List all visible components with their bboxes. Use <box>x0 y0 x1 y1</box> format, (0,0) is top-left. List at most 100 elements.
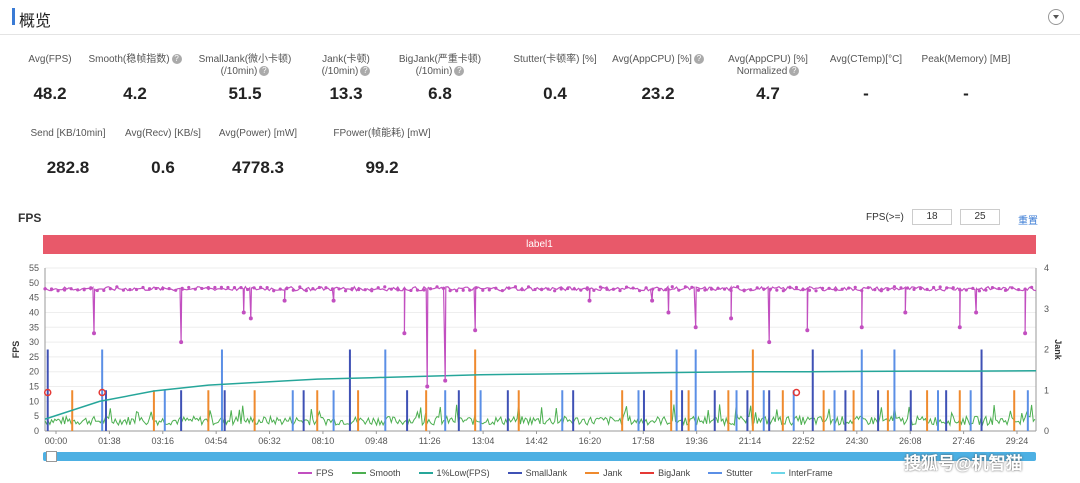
fps-point <box>847 286 851 290</box>
y2-axis-label: Jank <box>1053 339 1063 361</box>
fps-point <box>866 286 870 290</box>
metric-value: 48.2 <box>33 84 67 103</box>
fps-point <box>664 288 668 292</box>
fps-point <box>820 286 825 290</box>
metric-metrics_row1-1: Smooth(稳帧指数)? 4.2 <box>75 54 195 104</box>
fps-point <box>716 286 720 290</box>
legend-item-smalljank[interactable]: SmallJank <box>507 468 567 478</box>
fps-point <box>200 286 204 291</box>
metric-label-line2: (/10min)? <box>185 66 305 78</box>
metric-label: Avg(CTemp)[°C] <box>806 54 926 66</box>
fps-threshold-input-1[interactable]: 18 <box>912 209 952 225</box>
metric-value: 51.5 <box>228 84 262 103</box>
x-tick-label: 03:16 <box>152 436 175 446</box>
legend-item-interframe[interactable]: InterFrame <box>770 468 833 478</box>
legend-item-bigjank[interactable]: BigJank <box>640 468 690 478</box>
fps-point <box>278 287 282 291</box>
fps-point <box>879 289 883 293</box>
legend-swatch <box>585 472 600 474</box>
y2-tick-label: 3 <box>1044 304 1049 314</box>
metric-value: 4778.3 <box>232 158 284 177</box>
help-icon[interactable]: ? <box>259 66 270 77</box>
fps-point <box>187 285 191 290</box>
fps-point <box>520 288 524 292</box>
fps-point <box>304 288 308 293</box>
help-icon[interactable]: ? <box>789 66 800 77</box>
metric-value: 13.3 <box>329 84 363 103</box>
fps-point <box>657 288 661 292</box>
help-icon[interactable]: ? <box>360 66 371 77</box>
metric-metrics_row1-5: Stutter(卡顿率) [%] 0.4 <box>495 54 615 104</box>
fps-point <box>651 287 655 291</box>
fps-point <box>951 286 955 290</box>
fps-point <box>971 286 975 290</box>
legend-label: Smooth <box>369 468 401 478</box>
help-icon[interactable]: ? <box>171 54 182 65</box>
legend-item-fps[interactable]: FPS <box>298 468 334 478</box>
fps-point <box>161 287 165 291</box>
fps-point <box>605 287 609 291</box>
fps-point <box>703 288 707 292</box>
fps-dip-point <box>248 316 253 321</box>
chart-title: FPS <box>18 211 42 225</box>
fps-point <box>167 286 171 291</box>
x-tick-label: 27:46 <box>952 436 975 446</box>
fps-point <box>977 289 981 293</box>
fps-point <box>115 285 119 289</box>
fps-point <box>487 288 491 292</box>
y2-tick-label: 4 <box>1044 263 1049 273</box>
scrollbar-handle[interactable] <box>46 451 57 462</box>
metric-value: 0.4 <box>543 84 567 103</box>
metric-label-text: Avg(Recv) [KB/s] <box>125 128 201 139</box>
help-icon[interactable]: ? <box>454 66 465 77</box>
fps-dip-point <box>650 298 655 303</box>
fps-point <box>370 289 374 293</box>
metric-value: 99.2 <box>365 158 399 177</box>
fps-point <box>121 288 126 292</box>
time-range-scrollbar[interactable] <box>43 452 1036 461</box>
fps-point <box>174 288 178 292</box>
label-bar[interactable]: label1 <box>43 235 1036 254</box>
legend-item-1-low-fps-[interactable]: 1%Low(FPS) <box>418 468 490 478</box>
fps-point <box>932 285 936 290</box>
fps-point <box>696 288 701 292</box>
metric-metrics_row2-2: Avg(Power) [mW] 4778.3 <box>198 128 318 178</box>
fps-point <box>507 286 511 290</box>
metric-value: 6.8 <box>428 84 452 103</box>
metric-label-text: Smooth(稳帧指数) <box>88 54 170 65</box>
fps-point <box>768 287 772 291</box>
fps-point <box>102 288 106 292</box>
fps-point <box>494 286 498 290</box>
fps-point <box>918 287 923 291</box>
fps-point <box>945 286 949 290</box>
fps-point <box>683 285 687 289</box>
fps-point <box>265 286 269 290</box>
y-tick-label: 15 <box>29 382 39 392</box>
metric-label: BigJank(严重卡顿) <box>380 54 500 66</box>
metric-label-text: Avg(AppCPU) [%] <box>728 54 808 65</box>
legend-item-jank[interactable]: Jank <box>585 468 622 478</box>
fps-dip-point <box>282 298 287 303</box>
fps-point <box>239 286 243 290</box>
fps-point <box>43 287 47 291</box>
fps-point <box>63 288 67 292</box>
metric-label: Avg(Recv) [KB/s] <box>103 128 223 140</box>
collapse-chevron-icon[interactable] <box>1048 9 1064 25</box>
fps-point <box>330 287 335 291</box>
legend-item-stutter[interactable]: Stutter <box>708 468 753 478</box>
help-icon[interactable]: ? <box>693 54 704 65</box>
fps-point <box>193 287 197 291</box>
metric-label: Jank(卡顿) <box>286 54 406 66</box>
fps-dip-point <box>473 328 478 333</box>
x-tick-label: 21:14 <box>739 436 762 446</box>
metric-metrics_row1-8: Avg(CTemp)[°C] - <box>806 54 926 104</box>
legend-swatch <box>770 472 785 474</box>
metric-label-text: Normalized <box>736 66 788 77</box>
reset-button[interactable]: 重置 <box>1018 216 1038 227</box>
metric-label-text: Avg(AppCPU) [%] <box>612 54 692 65</box>
x-tick-label: 14:42 <box>525 436 548 446</box>
legend-swatch <box>507 472 522 474</box>
fps-point <box>435 285 439 289</box>
fps-threshold-input-2[interactable]: 25 <box>960 209 1000 225</box>
legend-item-smooth[interactable]: Smooth <box>351 468 401 478</box>
